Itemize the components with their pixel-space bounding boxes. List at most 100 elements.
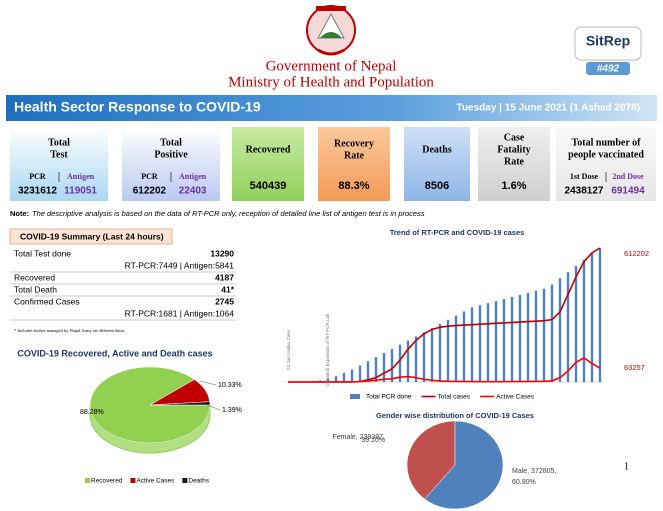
bar bbox=[366, 361, 370, 382]
bar bbox=[534, 290, 538, 382]
card-label: 1st Dose bbox=[570, 172, 599, 181]
legend-label: Total cases bbox=[438, 394, 471, 401]
bar bbox=[446, 319, 450, 382]
card bbox=[10, 127, 108, 201]
bar bbox=[350, 369, 354, 382]
bar bbox=[342, 372, 346, 382]
card-value: 540439 bbox=[250, 180, 287, 192]
summary-detail: RT-PCR:7449 | Antigen:5841 bbox=[125, 260, 235, 270]
bar bbox=[518, 294, 522, 382]
card-label: Antigen bbox=[67, 172, 95, 181]
bar bbox=[382, 352, 386, 382]
card bbox=[556, 127, 656, 201]
bar bbox=[566, 272, 570, 382]
bar bbox=[326, 378, 330, 382]
data-label: 60.90% bbox=[512, 479, 536, 486]
bar bbox=[406, 340, 410, 382]
issue-badge bbox=[586, 62, 630, 75]
card-value: 88.3% bbox=[338, 180, 369, 192]
bar bbox=[542, 288, 546, 382]
page-number: 1 bbox=[624, 461, 629, 472]
summary-value: 41* bbox=[221, 284, 234, 294]
card-label: PCR bbox=[141, 172, 158, 181]
card-label: PCR bbox=[29, 172, 46, 181]
card-label: 2nd Dose bbox=[612, 172, 644, 181]
pie-slice bbox=[424, 420, 504, 510]
emblem bbox=[306, 5, 356, 56]
summary-value: 13290 bbox=[210, 248, 234, 258]
card bbox=[232, 127, 304, 201]
footnote: * Includes bodies managed by Nepal Army … bbox=[14, 328, 125, 333]
leader bbox=[204, 403, 221, 411]
bar bbox=[318, 380, 322, 382]
card-title: Total number of bbox=[572, 137, 642, 148]
bar bbox=[526, 292, 530, 382]
summary-label: Total Test done bbox=[14, 248, 71, 258]
card-label: Antigen bbox=[179, 172, 207, 181]
card-title: Test bbox=[50, 149, 68, 160]
data-label: 39.10% bbox=[361, 437, 385, 444]
data-label: Male, 372805, bbox=[512, 468, 556, 475]
bar bbox=[462, 311, 466, 382]
government: Government of Nepal bbox=[266, 58, 397, 74]
bar bbox=[398, 344, 402, 382]
legend-label: Recovered bbox=[91, 478, 123, 485]
card-title: Recovery bbox=[334, 138, 374, 149]
bar bbox=[582, 259, 586, 382]
card bbox=[404, 127, 470, 201]
chart-title: Gender wise distribution of COVID-19 Cas… bbox=[376, 411, 534, 420]
legend-swatch bbox=[130, 478, 136, 483]
bar bbox=[558, 278, 562, 382]
card-title: Total bbox=[160, 137, 182, 148]
summary-title: COVID-19 Summary (Last 24 hours) bbox=[20, 231, 164, 241]
line bbox=[288, 356, 601, 383]
card-value: 2438127 bbox=[565, 186, 604, 197]
data-label: 88.28% bbox=[80, 409, 104, 416]
note-label: Note: bbox=[10, 209, 29, 218]
card-title: Deaths bbox=[422, 144, 452, 155]
card-title: Case bbox=[504, 132, 525, 143]
bar bbox=[390, 348, 394, 382]
bar bbox=[550, 284, 554, 382]
summary-label: Recovered bbox=[14, 272, 55, 282]
bar bbox=[438, 323, 442, 382]
legend-label: Active Cases bbox=[136, 478, 175, 485]
summary-detail: RT-PCR:1681 | Antigen:1064 bbox=[125, 308, 235, 318]
legend-swatch bbox=[350, 394, 360, 399]
data-label: 1.39% bbox=[222, 407, 242, 414]
bar bbox=[510, 296, 514, 382]
sitrep-box bbox=[574, 26, 642, 61]
pie-slice bbox=[149, 401, 211, 406]
banner-title: Health Sector Response to COVID-19 bbox=[14, 99, 261, 115]
bar bbox=[486, 303, 490, 382]
card-title: Rate bbox=[344, 150, 365, 161]
note-text: The descriptive analysis is based on the… bbox=[32, 209, 425, 218]
card-value: 612202 bbox=[133, 186, 167, 197]
card bbox=[122, 127, 220, 201]
bar bbox=[422, 332, 426, 382]
card-value: 1.6% bbox=[501, 180, 526, 192]
bar bbox=[430, 328, 434, 382]
card-value: 119051 bbox=[64, 186, 97, 197]
end-label: 612202 bbox=[624, 249, 649, 258]
bar bbox=[358, 365, 362, 382]
summary-value: 2745 bbox=[215, 296, 234, 306]
data-label: Female, 239397, bbox=[332, 434, 385, 441]
chart-title: COVID-19 Recovered, Active and Death cas… bbox=[17, 348, 212, 358]
card-value: 8506 bbox=[425, 180, 449, 192]
bar bbox=[598, 248, 602, 382]
bar bbox=[478, 305, 482, 382]
summary-header bbox=[9, 228, 173, 245]
bar bbox=[454, 315, 458, 382]
summary-value: 4187 bbox=[215, 272, 234, 282]
card bbox=[478, 127, 550, 201]
bar bbox=[374, 357, 378, 382]
legend-label: Total PCR done bbox=[366, 394, 412, 401]
ministry: Ministry of Health and Population bbox=[228, 74, 434, 90]
annotation: 19 March Expansion of RT-PCR Lab bbox=[325, 313, 330, 386]
legend-label: Active Cases bbox=[496, 394, 535, 401]
leader bbox=[199, 380, 217, 386]
end-label: 63257 bbox=[624, 363, 645, 372]
